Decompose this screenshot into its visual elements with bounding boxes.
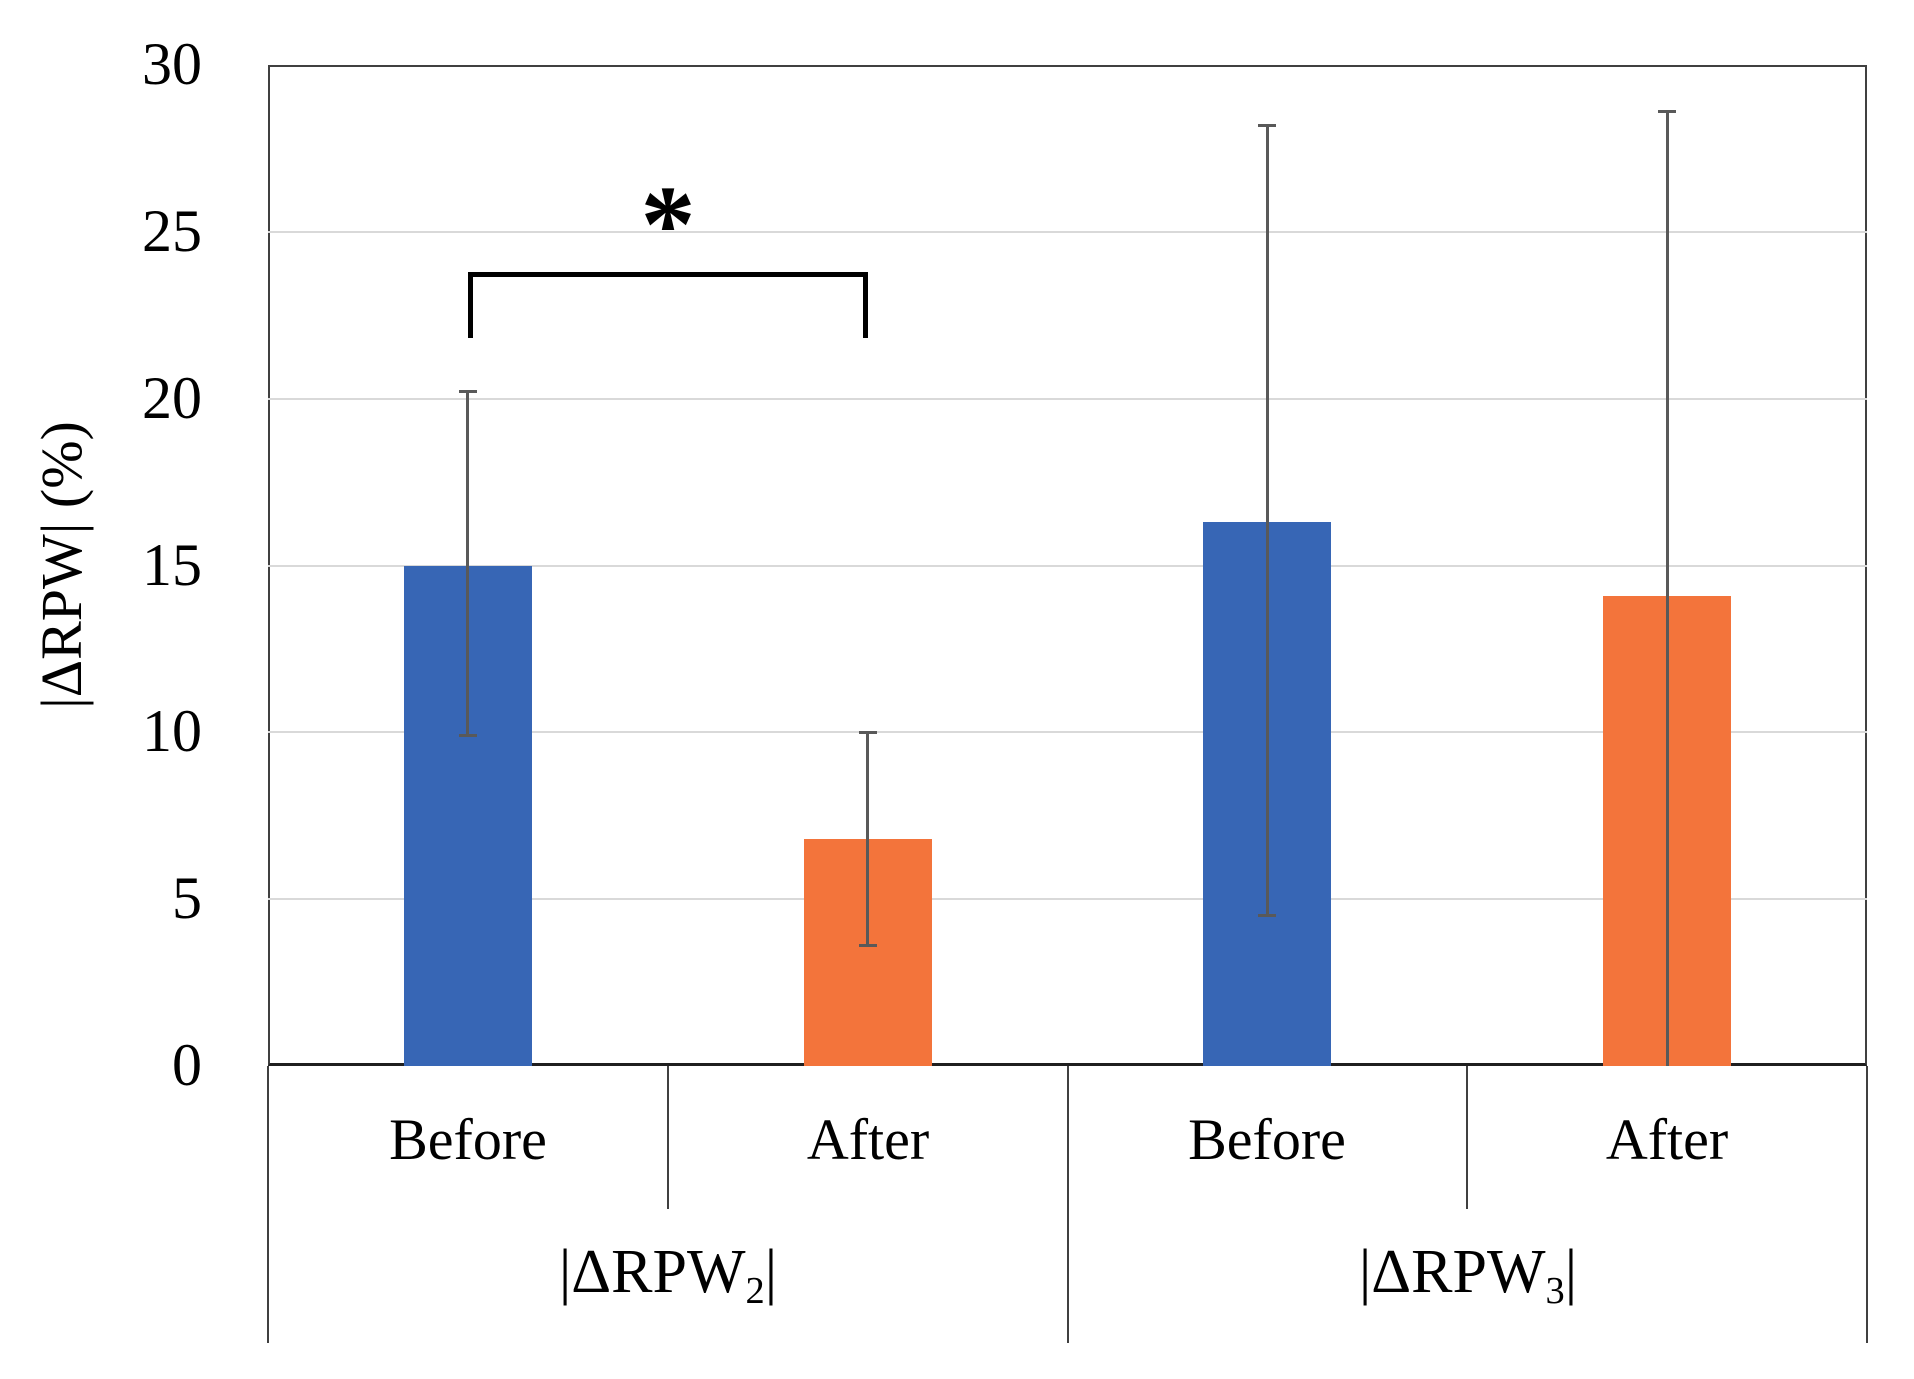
- gridline-20: [268, 397, 1867, 400]
- gridline-15: [268, 564, 1867, 567]
- y-tick-label-25: 25: [142, 197, 202, 264]
- error-bar-cap-high-3: [1658, 110, 1677, 114]
- significance-bracket: [468, 272, 868, 338]
- y-tick-label-0: 0: [172, 1031, 202, 1098]
- y-tick-label-5: 5: [172, 864, 202, 931]
- gridline-10: [268, 731, 1867, 734]
- error-bar-cap-high-2: [1258, 123, 1277, 127]
- y-tick-label-10: 10: [142, 698, 202, 765]
- error-bar-cap-high-1: [858, 730, 877, 734]
- y-tick-label-30: 30: [142, 30, 202, 97]
- error-bar-line-0: [466, 391, 470, 736]
- y-tick-label-15: 15: [142, 531, 202, 598]
- error-bar-line-3: [1665, 111, 1669, 1066]
- group-label-rpw2: |ΔRPW2|: [558, 1238, 778, 1310]
- error-bar-line-2: [1265, 125, 1269, 916]
- error-bar-cap-high-0: [458, 390, 477, 394]
- gridline-25: [268, 230, 1867, 233]
- label-band-short-line-0: [666, 1066, 669, 1209]
- label-band-short-line-1: [1466, 1066, 1469, 1209]
- error-bar-cap-low-0: [458, 734, 477, 738]
- label-band-long-line-2: [1866, 1066, 1868, 1343]
- group-label-rpw3-sub: 3: [1545, 1269, 1565, 1312]
- category-label-before-rpw3: Before: [1188, 1107, 1346, 1172]
- group-label-rpw3-prefix: |ΔRPW: [1358, 1238, 1546, 1306]
- category-label-after-rpw2: After: [806, 1107, 930, 1172]
- y-tick-label-20: 20: [142, 364, 202, 431]
- gridline-5: [268, 898, 1867, 901]
- group-label-rpw2-prefix: |ΔRPW: [558, 1238, 746, 1306]
- group-label-rpw3: |ΔRPW3|: [1358, 1238, 1578, 1310]
- label-band-long-line-1: [1066, 1066, 1069, 1343]
- error-bar-cap-low-2: [1258, 914, 1277, 918]
- group-label-rpw2-suffix: |: [764, 1238, 778, 1306]
- group-label-rpw2-sub: 2: [745, 1269, 765, 1312]
- group-label-rpw3-suffix: |: [1564, 1238, 1578, 1306]
- significance-asterisk: *: [640, 163, 696, 285]
- label-band-long-line-0: [267, 1066, 269, 1343]
- error-bar-line-1: [866, 732, 870, 946]
- error-bar-cap-low-1: [858, 944, 877, 948]
- category-label-before-rpw2: Before: [389, 1107, 547, 1172]
- category-label-after-rpw3: After: [1605, 1107, 1729, 1172]
